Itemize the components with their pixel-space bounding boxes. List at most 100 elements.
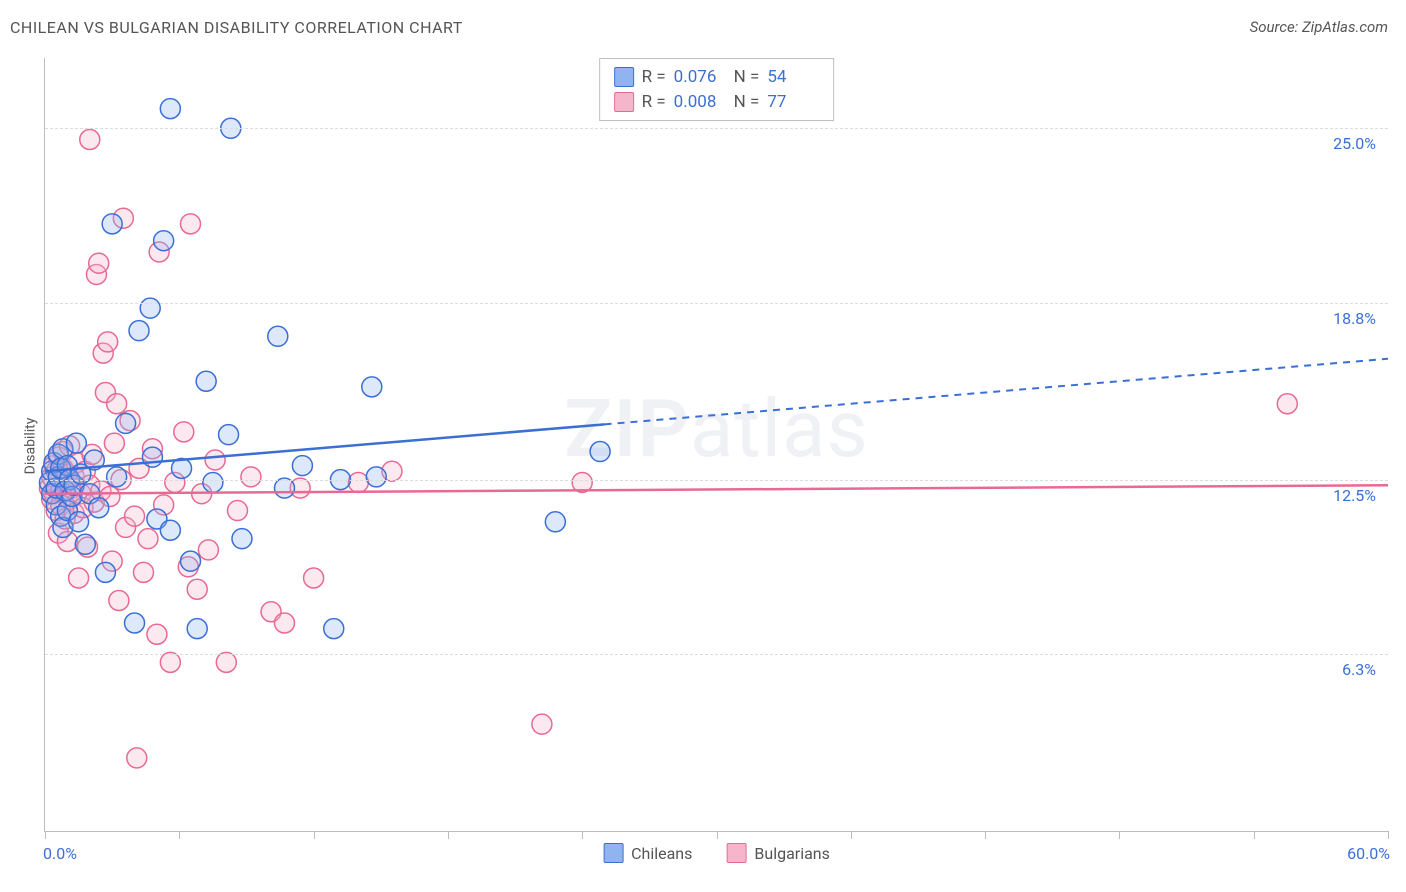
scatter-point-chileans [95,562,115,582]
x-tick [717,831,718,839]
chart-title: CHILEAN VS BULGARIAN DISABILITY CORRELAT… [10,18,463,37]
plot-area: ZIPatlas R = 0.076 N = 54 R = 0.008 N = … [44,58,1388,832]
x-tick [448,831,449,839]
scatter-point-bulgarians [227,501,247,521]
r-label: R = [642,65,666,90]
gridline-h [45,303,1388,304]
scatter-point-bulgarians [89,253,109,273]
x-tick [45,831,46,839]
scatter-point-chileans [102,214,122,234]
scatter-point-bulgarians [125,506,145,526]
x-tick [314,831,315,839]
scatter-point-bulgarians [160,652,180,672]
trendline-extrap-chileans [605,359,1388,425]
n-label: N = [734,65,760,90]
n-value: 77 [767,90,819,115]
scatter-point-bulgarians [180,214,200,234]
scatter-point-bulgarians [104,433,124,453]
scatter-point-chileans [232,529,252,549]
swatch-bulgarians [614,92,634,112]
y-axis-label: Disability [22,418,38,475]
scatter-point-chileans [107,467,127,487]
swatch-bulgarians [726,843,746,863]
scatter-point-bulgarians [241,467,261,487]
legend-item-bulgarians: Bulgarians [726,843,829,863]
scatter-point-bulgarians [216,652,236,672]
scatter-point-chileans [187,619,207,639]
scatter-point-chileans [362,377,382,397]
r-value: 0.008 [674,90,726,115]
r-value: 0.076 [674,65,726,90]
scatter-point-chileans [275,478,295,498]
r-label: R = [642,90,666,115]
scatter-point-chileans [66,433,86,453]
n-value: 54 [767,65,819,90]
scatter-point-bulgarians [187,579,207,599]
scatter-point-chileans [142,447,162,467]
x-tick [582,831,583,839]
y-tick-label: 18.8% [1333,309,1376,328]
scatter-point-chileans [219,425,239,445]
scatter-point-bulgarians [275,613,295,633]
gridline-h [45,480,1388,481]
swatch-chileans [603,843,623,863]
scatter-point-bulgarians [147,624,167,644]
y-tick-label: 25.0% [1333,134,1376,153]
scatter-point-bulgarians [69,568,89,588]
legend-label: Bulgarians [754,844,829,863]
scatter-point-bulgarians [198,540,218,560]
stats-row-chileans: R = 0.076 N = 54 [614,65,820,90]
scatter-point-chileans [203,472,223,492]
scatter-point-chileans [180,551,200,571]
stats-row-bulgarians: R = 0.008 N = 77 [614,90,820,115]
source-name: ZipAtlas.com [1302,18,1388,36]
scatter-point-bulgarians [348,472,368,492]
x-tick [179,831,180,839]
gridline-h [45,654,1388,655]
scatter-point-chileans [160,520,180,540]
scatter-point-bulgarians [205,450,225,470]
scatter-point-chileans [545,512,565,532]
scatter-point-bulgarians [107,394,127,414]
scatter-point-bulgarians [109,591,129,611]
scatter-point-bulgarians [532,714,552,734]
scatter-point-chileans [366,467,386,487]
scatter-point-chileans [140,298,160,318]
scatter-point-bulgarians [127,748,147,768]
scatter-point-chileans [75,534,95,554]
scatter-point-chileans [196,371,216,391]
legend-label: Chileans [631,844,692,863]
x-tick [851,831,852,839]
scatter-point-chileans [116,413,136,433]
x-axis-start-label: 0.0% [43,844,77,863]
x-tick [985,831,986,839]
y-tick-label: 12.5% [1333,486,1376,505]
scatter-point-bulgarians [1277,394,1297,414]
scatter-point-bulgarians [98,332,118,352]
stats-legend-box: R = 0.076 N = 54 R = 0.008 N = 77 [599,58,835,121]
scatter-point-chileans [129,321,149,341]
scatter-point-bulgarians [133,562,153,582]
scatter-point-chileans [89,498,109,518]
y-tick-label: 6.3% [1342,660,1376,679]
scatter-point-bulgarians [138,529,158,549]
x-tick [1388,831,1389,839]
x-tick [1254,831,1255,839]
x-tick [1119,831,1120,839]
swatch-chileans [614,67,634,87]
source-attribution: Source: ZipAtlas.com [1250,18,1388,36]
plot-svg [45,58,1388,831]
scatter-point-bulgarians [80,130,100,150]
scatter-point-chileans [154,231,174,251]
scatter-point-chileans [125,613,145,633]
scatter-point-chileans [69,512,89,532]
scatter-point-chileans [268,326,288,346]
scatter-point-chileans [324,619,344,639]
scatter-point-bulgarians [304,568,324,588]
legend-item-chileans: Chileans [603,843,692,863]
scatter-point-bulgarians [174,422,194,442]
source-prefix: Source: [1250,18,1302,36]
scatter-point-chileans [160,99,180,119]
scatter-point-chileans [590,442,610,462]
x-axis-end-label: 60.0% [1347,844,1390,863]
